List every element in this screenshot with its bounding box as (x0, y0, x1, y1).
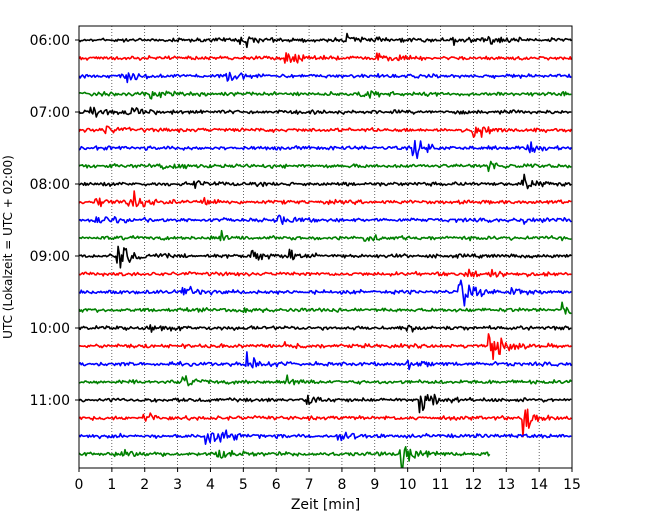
x-tick-label: 3 (173, 477, 182, 493)
x-axis-label: Zeit [min] (291, 497, 360, 513)
x-tick-label: 5 (239, 477, 248, 493)
x-tick-label: 15 (563, 477, 581, 493)
y-tick-label: 08:00 (30, 177, 70, 193)
x-tick-label: 7 (305, 477, 314, 493)
y-tick-label: 09:00 (30, 249, 70, 265)
seismic-trace (79, 279, 572, 307)
x-tick-label: 6 (272, 477, 281, 493)
seismic-trace (79, 90, 572, 100)
x-tick-label: 13 (497, 477, 515, 493)
x-tick-label: 0 (75, 477, 84, 493)
seismic-trace (79, 408, 572, 438)
x-axis: 0 1 2 3 4 5 6 7 8 9 10 11 12 13 14 15 (75, 468, 581, 493)
seismic-trace (79, 139, 572, 160)
seismic-trace (79, 268, 572, 278)
seismic-trace (79, 52, 572, 64)
x-tick-label: 9 (370, 477, 379, 493)
seismic-trace (79, 190, 572, 208)
x-tick-label: 4 (206, 477, 215, 493)
x-tick-label: 12 (464, 477, 482, 493)
seismic-trace (79, 71, 572, 84)
seismic-trace (79, 429, 572, 445)
seismic-trace (79, 393, 572, 414)
x-tick-label: 1 (107, 477, 116, 493)
y-tick-label: 06:00 (30, 33, 70, 49)
seismic-trace (79, 229, 572, 242)
y-axis-label: UTC (Lokalzeit = UTC + 02:00) (1, 155, 15, 339)
seismic-trace (79, 374, 572, 387)
x-tick-label: 10 (399, 477, 417, 493)
trace-group (79, 32, 572, 468)
seismic-trace (79, 32, 572, 49)
y-tick-label: 10:00 (30, 321, 70, 337)
x-tick-label: 8 (337, 477, 346, 493)
seismic-trace (79, 301, 572, 315)
seismic-trace (79, 173, 572, 190)
x-tick-label: 14 (530, 477, 548, 493)
seismic-trace (79, 446, 491, 468)
x-tick-label: 11 (432, 477, 450, 493)
seismic-trace (79, 245, 572, 269)
seismic-trace (79, 324, 572, 333)
seismic-trace (79, 106, 572, 118)
seismic-trace (79, 333, 572, 361)
x-tick-label: 2 (140, 477, 149, 493)
seismic-trace (79, 214, 572, 225)
y-tick-label: 07:00 (30, 105, 70, 121)
seismic-trace (79, 125, 572, 138)
plot-frame (78, 25, 573, 469)
seismic-trace (79, 160, 572, 173)
seismic-trace (79, 351, 572, 371)
y-tick-label: 11:00 (30, 393, 70, 409)
y-axis: 06:00 07:00 08:00 09:00 10:00 11:00 (30, 33, 79, 409)
